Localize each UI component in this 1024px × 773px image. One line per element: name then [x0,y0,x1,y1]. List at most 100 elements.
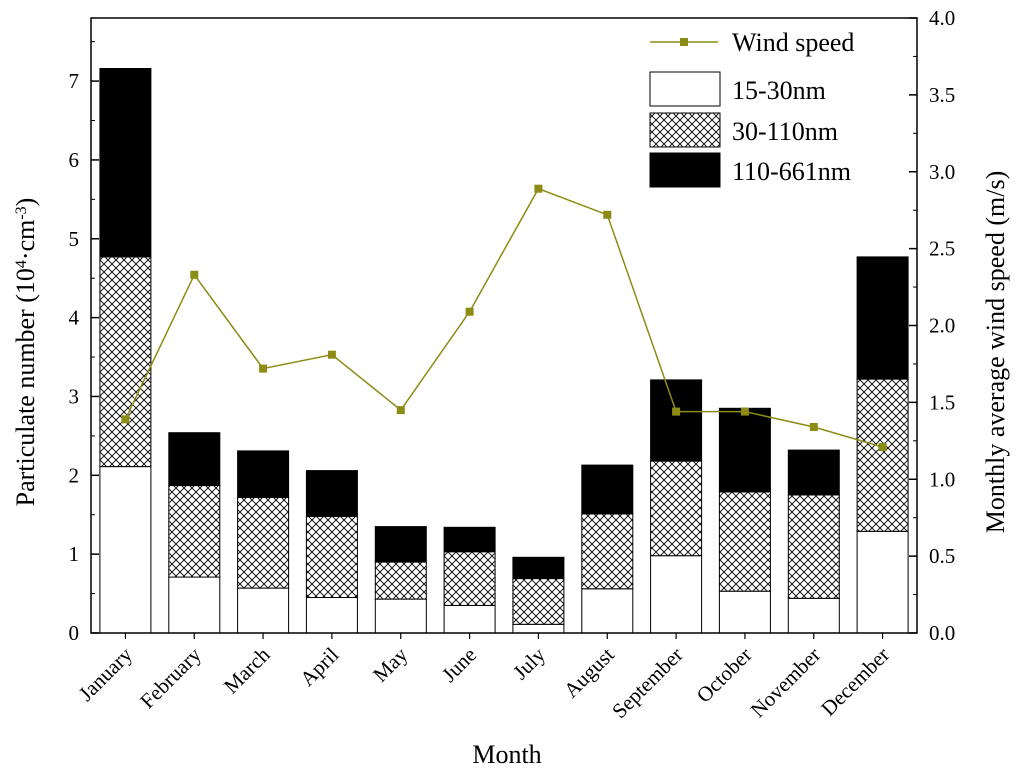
title-part: ·cm [11,220,40,260]
x-tick-label-may: May [368,642,413,687]
legend-wind-marker [680,38,688,46]
bar-110-661nm-june [443,526,496,553]
bar-30-110nm-may [374,561,427,600]
left-tick-label: 5 [69,227,80,251]
bar-110-661nm-july [512,556,565,580]
title-part: Particulate number (10 [11,268,40,506]
bars-layer [99,68,909,634]
bar-30-110nm-august [581,513,634,590]
bar-110-661nm-may [374,526,427,563]
x-tick-label-april: April [295,642,343,690]
bar-30-110nm-july [512,578,565,625]
wind-speed-point-august [603,210,612,219]
legend-label-15-30nm: 15-30nm [732,76,826,105]
legend-label-110-661nm: 110-661nm [732,157,851,186]
bar-110-661nm-january [99,68,152,258]
x-tick-label-july: July [508,642,550,684]
right-axis: 0.0 0.5 1.0 1.5 2.0 2.5 3.0 3.5 4.0 [909,6,955,645]
bar-110-661nm-april [305,470,358,517]
bar-30-110nm-january [99,256,152,468]
right-tick-label: 3.5 [929,83,955,107]
right-tick-label: 1.5 [929,390,955,414]
wind-speed-point-december [878,443,887,451]
wind-speed-line [124,187,883,448]
bar-110-661nm-september [650,379,703,462]
bar-110-661nm-december [856,256,909,380]
x-tick-label-november: November [746,643,826,723]
legend: Wind speed 15-30nm 30-110nm 110-661nm [649,28,854,188]
bar-15-30nm-july [512,623,565,634]
bar-30-110nm-february [168,485,221,578]
right-tick-label: 3.0 [929,160,955,184]
wind-speed-point-september [672,407,681,416]
right-tick-label: 2.0 [929,314,955,338]
wind-speed-point-june [465,307,474,316]
wind-speed-point-november [809,423,818,431]
right-axis-title: Monthly average wind speed (m/s) [981,171,1010,533]
bar-15-30nm-march [237,587,290,634]
bar-15-30nm-december [856,530,909,634]
right-tick-label: 1.0 [929,467,955,491]
left-tick-label: 7 [69,69,80,93]
bar-15-30nm-april [305,597,358,634]
legend-swatch-110-661nm [649,152,721,188]
legend-swatch-30-110nm [649,112,721,148]
wind-speed-point-july [534,184,543,193]
wind-speed-point-march [259,364,268,373]
x-tick-label-september: September [607,643,687,723]
x-tick-label-february: February [135,642,206,713]
bar-15-30nm-august [581,588,634,634]
bar-15-30nm-june [443,604,496,634]
right-tick-label: 4.0 [929,6,955,30]
bar-110-661nm-august [581,464,634,515]
bar-110-661nm-march [237,450,290,498]
wind-speed-point-january [121,415,130,424]
left-tick-label: 1 [69,542,80,566]
right-tick-label: 0.5 [929,544,955,568]
bar-30-110nm-december [856,378,909,532]
bar-110-661nm-november [787,449,840,496]
wind-speed-point-april [327,350,336,359]
x-tick-label-august: August [559,642,619,702]
legend-wind-label: Wind speed [732,28,854,57]
left-tick-label: 6 [69,148,80,172]
superscript: 4 [13,260,30,268]
bar-30-110nm-november [787,494,840,599]
wind-speed-point-may [396,406,405,415]
bar-15-30nm-january [99,466,152,634]
bar-110-661nm-october [718,407,771,493]
wind-speed-line-layer [121,184,887,451]
left-tick-label: 3 [69,384,80,408]
bar-30-110nm-april [305,515,358,598]
x-tick-label-march: March [219,642,275,698]
left-tick-label: 0 [69,621,80,645]
right-tick-label: 2.5 [929,237,955,261]
x-tick-label-december: December [816,643,894,721]
bar-15-30nm-november [787,597,840,634]
bar-30-110nm-march [237,496,290,589]
x-axis-title: Month [472,740,541,769]
left-axis: 0 1 2 3 4 5 6 7 [69,41,99,645]
bar-30-110nm-june [443,551,496,606]
bar-15-30nm-february [168,576,221,634]
superscript: -3 [13,206,30,219]
x-tick-label-october: October [692,643,757,708]
wind-speed-point-february [190,270,199,279]
legend-swatch-15-30nm [649,71,721,107]
x-tick-label-june: June [437,643,481,687]
bar-15-30nm-october [718,590,771,634]
x-tick-label-january: January [74,642,138,706]
bar-30-110nm-september [650,460,703,557]
left-tick-label: 4 [69,306,80,330]
bar-30-110nm-october [718,491,771,592]
wind-speed-point-october [740,407,749,416]
bar-110-661nm-february [168,432,221,487]
bar-15-30nm-may [374,598,427,634]
left-tick-label: 2 [69,463,80,487]
right-tick-label: 0.0 [929,621,955,645]
legend-label-30-110nm: 30-110nm [732,117,838,146]
left-axis-title: Particulate number (104·cm-3) [11,198,40,507]
bar-15-30nm-september [650,555,703,634]
